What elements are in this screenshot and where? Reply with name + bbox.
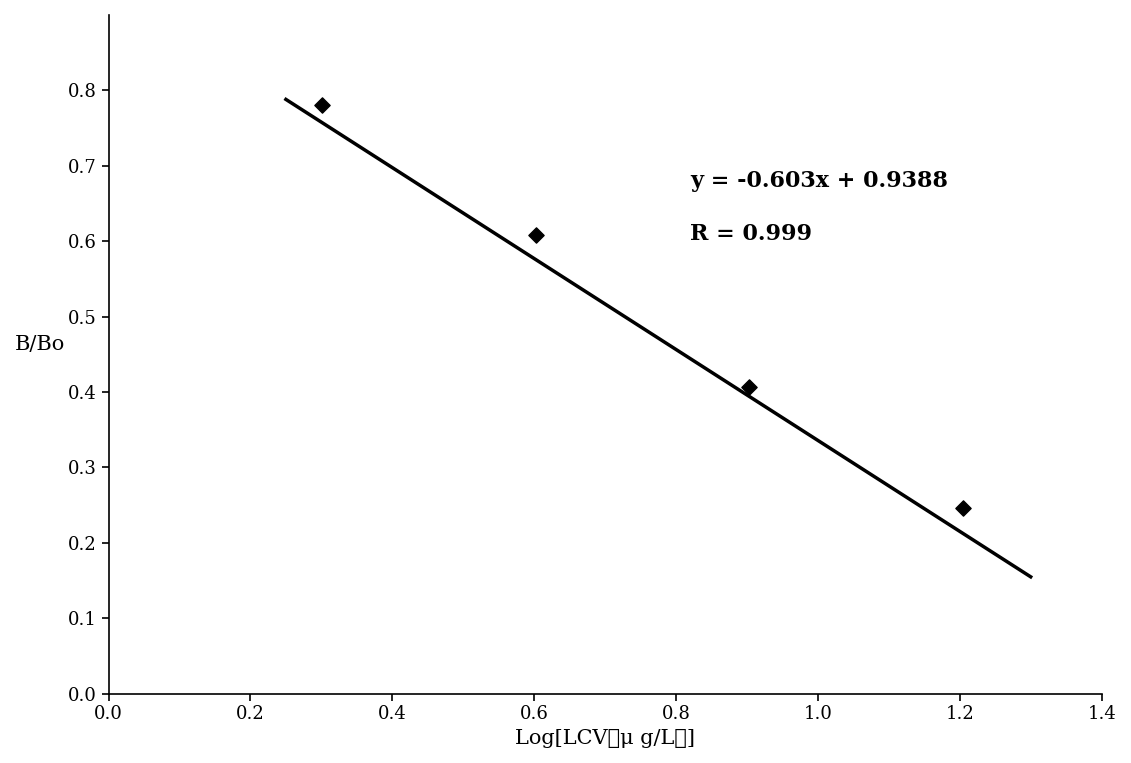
Point <box>953 502 972 514</box>
Y-axis label: B/Bo: B/Bo <box>15 335 66 354</box>
Text: R = 0.999: R = 0.999 <box>690 223 812 245</box>
X-axis label: Log[LCV（μ g/L）]: Log[LCV（μ g/L）] <box>515 729 696 748</box>
Point <box>313 98 331 111</box>
Point <box>527 229 545 241</box>
Text: y = -0.603x + 0.9388: y = -0.603x + 0.9388 <box>690 170 948 192</box>
Point <box>740 382 758 394</box>
